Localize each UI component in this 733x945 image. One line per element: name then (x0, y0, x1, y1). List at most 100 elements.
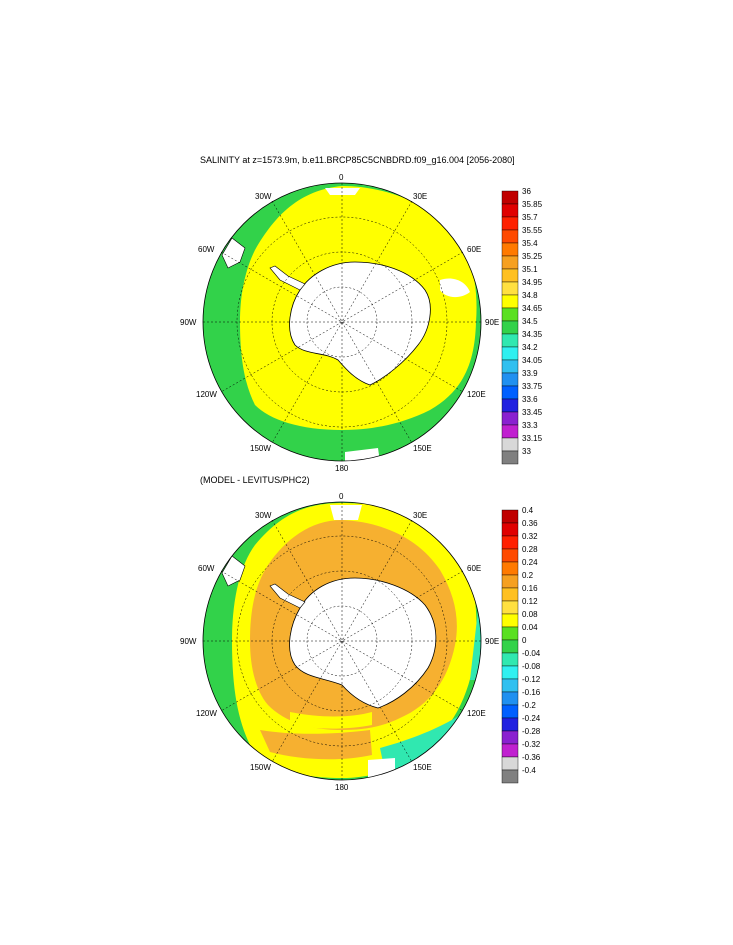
bottom-colorbar-label: -0.24 (522, 714, 541, 723)
top-colorbar-swatch (501, 294, 519, 309)
bottom-colorbar-label: 0 (522, 636, 527, 645)
top-colorbar-swatch (501, 190, 519, 205)
top-colorbar-label: 36 (522, 187, 531, 196)
top-colorbar-label: 35.85 (522, 200, 543, 209)
bottom-colorbar-swatch (501, 730, 519, 745)
bottom-colorbar-label: 0.08 (522, 610, 538, 619)
bottom-lon-label-90w: 90W (180, 637, 197, 646)
bottom-colorbar-label: 0.04 (522, 623, 538, 632)
bottom-colorbar-label: 0.16 (522, 584, 538, 593)
bottom-colorbar-swatch (501, 613, 519, 628)
bottom-colorbar-swatch (501, 626, 519, 641)
bottom-colorbar-swatch (501, 561, 519, 576)
bottom-colorbar-swatch (501, 639, 519, 654)
bottom-colorbar-label: -0.36 (522, 753, 541, 762)
top-colorbar-swatch (501, 242, 519, 257)
top-lon-label-120w: 120W (196, 390, 217, 399)
top-lon-label-0: 0 (339, 173, 344, 182)
top-colorbar-swatch (501, 437, 519, 452)
top-colorbar-label: 35.7 (522, 213, 538, 222)
bottom-lon-label-60e: 60E (467, 564, 481, 573)
top-colorbar-swatch (501, 333, 519, 348)
top-colorbar-swatch (501, 385, 519, 400)
top-colorbar-swatch (501, 359, 519, 374)
bottom-colorbar-swatch (501, 600, 519, 615)
bottom-colorbar-label: 0.24 (522, 558, 538, 567)
top-colorbar-label: 35.1 (522, 265, 538, 274)
top-antarctica (289, 261, 431, 386)
bottom-colorbar-label: -0.16 (522, 688, 541, 697)
bottom-colorbar-swatch (501, 704, 519, 719)
bottom-colorbar-label: -0.2 (522, 701, 536, 710)
top-colorbar-swatch (501, 268, 519, 283)
bottom-colorbar-swatch (501, 548, 519, 563)
top-lon-label-30e: 30E (413, 192, 427, 201)
top-colorbar-label: 34.05 (522, 356, 543, 365)
top-colorbar-label: 33.6 (522, 395, 538, 404)
top-colorbar-label: 33.9 (522, 369, 538, 378)
bottom-colorbar-swatch (501, 587, 519, 602)
bottom-colorbar-swatch (501, 717, 519, 732)
top-colorbar-label: 34.95 (522, 278, 543, 287)
bottom-lon-label-150e: 150E (413, 763, 432, 772)
top-colorbar-swatch (501, 255, 519, 270)
bottom-lon-label-0: 0 (339, 492, 344, 501)
bottom-lon-label-150w: 150W (250, 763, 271, 772)
bottom-white-south (368, 758, 395, 778)
bottom-graticule (203, 502, 481, 780)
top-colorbar-label: 34.65 (522, 304, 543, 313)
bottom-colorbar-swatch (501, 678, 519, 693)
bottom-colorbar-swatch (501, 743, 519, 758)
top-lon-label-90e: 90E (485, 318, 499, 327)
bottom-colorbar-swatch (501, 522, 519, 537)
bottom-colorbar-swatch (501, 535, 519, 550)
bottom-colorbar-label: -0.12 (522, 675, 541, 684)
top-colorbar-swatch (501, 320, 519, 335)
bottom-lon-label-120w: 120W (196, 709, 217, 718)
top-lon-label-120e: 120E (467, 390, 486, 399)
bottom-colorbar-label: 0.36 (522, 519, 538, 528)
bottom-colorbar-label: 0.2 (522, 571, 534, 580)
bottom-lon-label-30e: 30E (413, 511, 427, 520)
bottom-colorbar-label: -0.04 (522, 649, 541, 658)
top-lon-label-90w: 90W (180, 318, 197, 327)
bottom-colorbar-swatch (501, 665, 519, 680)
top-colorbar-label: 34.5 (522, 317, 538, 326)
top-colorbar-swatch (501, 229, 519, 244)
top-colorbar-label: 34.8 (522, 291, 538, 300)
bottom-colorbar-label: 0.28 (522, 545, 538, 554)
top-colorbar-swatch (501, 398, 519, 413)
top-colorbar-swatch (501, 346, 519, 361)
top-colorbar-swatch (501, 307, 519, 322)
bottom-antarctica (289, 577, 437, 709)
top-lon-label-150e: 150E (413, 444, 432, 453)
top-colorbar: 36 35.85 35.7 35.55 35.4 35.25 35.1 34.95 34.8 34… (501, 187, 543, 465)
top-colorbar-label: 35.25 (522, 252, 543, 261)
top-colorbar-label: 33.15 (522, 434, 543, 443)
top-colorbar-label: 34.2 (522, 343, 538, 352)
top-lon-label-150w: 150W (250, 444, 271, 453)
bottom-colorbar-label: -0.08 (522, 662, 541, 671)
top-white-patch-north (325, 188, 360, 195)
top-colorbar-swatch (501, 203, 519, 218)
top-colorbar-label: 33.75 (522, 382, 543, 391)
top-lon-label-180: 180 (335, 464, 349, 473)
top-colorbar-swatch (501, 281, 519, 296)
bottom-lon-label-30w: 30W (255, 511, 272, 520)
bottom-colorbar-swatch (501, 769, 519, 784)
top-white-patch-east (440, 278, 470, 298)
bottom-cyan-southeast (380, 715, 470, 772)
top-colorbar-swatch (501, 450, 519, 465)
top-colorbar-swatch (501, 411, 519, 426)
bottom-colorbar: 0.4 0.36 0.32 0.28 0.24 0.2 0.16 0.12 0.08 0.04 0 -… (501, 506, 541, 784)
top-colorbar-label: 35.4 (522, 239, 538, 248)
bottom-lon-label-180: 180 (335, 783, 349, 792)
bottom-lon-label-120e: 120E (467, 709, 486, 718)
bottom-lon-label-60w: 60W (198, 564, 215, 573)
top-colorbar-swatch (501, 216, 519, 231)
bottom-yellow-ribbon (290, 712, 372, 729)
top-lon-label-60e: 60E (467, 245, 481, 254)
top-colorbar-label: 33.45 (522, 408, 543, 417)
bottom-colorbar-label: -0.32 (522, 740, 541, 749)
